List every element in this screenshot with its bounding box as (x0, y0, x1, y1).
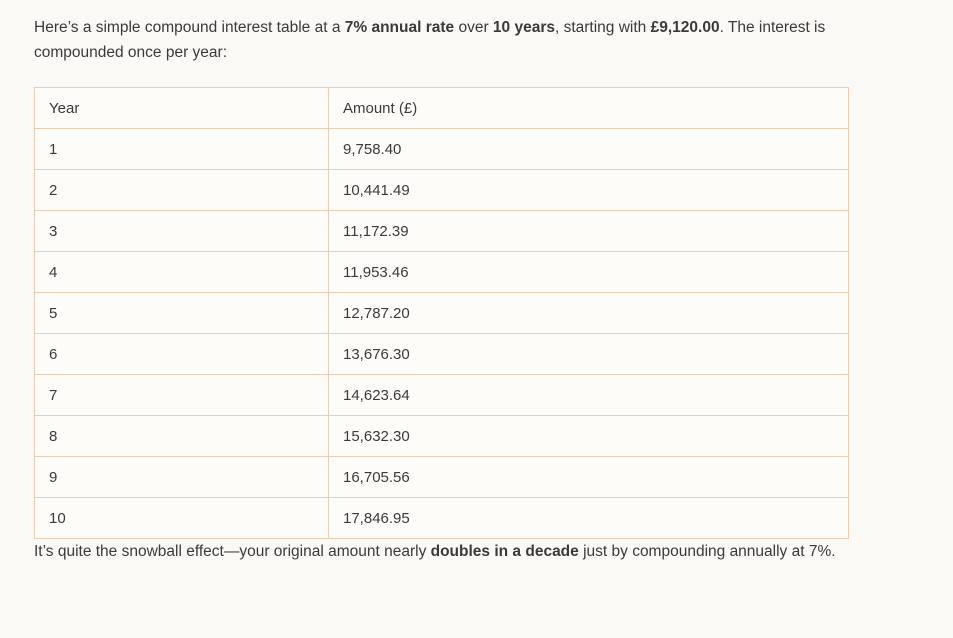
year-cell: 6 (34, 333, 329, 375)
intro-bold-rate: 7% annual rate (344, 19, 455, 36)
amount-cell: 17,846.95 (328, 497, 849, 539)
table-row: 1 9,758.40 (34, 128, 849, 170)
intro-text: over (454, 19, 493, 36)
year-cell: 7 (34, 374, 329, 416)
amount-cell: 11,172.39 (328, 210, 849, 252)
intro-text: Here’s a simple compound interest table … (34, 19, 345, 36)
amount-cell: 16,705.56 (328, 456, 849, 498)
table-row: 7 14,623.64 (34, 374, 849, 416)
amount-cell: 10,441.49 (328, 169, 849, 211)
compound-interest-table: Year Amount (£) 1 9,758.40 2 10,441.49 3… (34, 87, 849, 539)
year-cell: 2 (34, 169, 329, 211)
table-row: 3 11,172.39 (34, 210, 849, 252)
amount-cell: 13,676.30 (328, 333, 849, 375)
intro-paragraph: Here’s a simple compound interest table … (34, 15, 854, 65)
year-cell: 5 (34, 292, 329, 334)
amount-cell: 15,632.30 (328, 415, 849, 457)
year-cell: 10 (34, 497, 329, 539)
intro-text: , starting with (554, 19, 651, 36)
intro-bold-amount: £9,120.00 (650, 19, 720, 36)
outro-text: just by compounding annually at 7%. (578, 543, 836, 560)
table-row: 9 16,705.56 (34, 456, 849, 498)
table-header-amount: Amount (£) (328, 87, 849, 129)
outro-bold-doubles: doubles in a decade (430, 543, 579, 560)
outro-text: It’s quite the snowball effect—your orig… (34, 543, 431, 560)
table-row: 2 10,441.49 (34, 169, 849, 211)
amount-cell: 12,787.20 (328, 292, 849, 334)
year-cell: 3 (34, 210, 329, 252)
table-row: 4 11,953.46 (34, 251, 849, 293)
table-row: 5 12,787.20 (34, 292, 849, 334)
amount-cell: 11,953.46 (328, 251, 849, 293)
table-row: 6 13,676.30 (34, 333, 849, 375)
amount-cell: 9,758.40 (328, 128, 849, 170)
table-row: 8 15,632.30 (34, 415, 849, 457)
table-row: 10 17,846.95 (34, 497, 849, 539)
intro-text: . The interest is compounded once per ye… (34, 19, 826, 61)
outro-paragraph: It’s quite the snowball effect—your orig… (34, 539, 854, 564)
year-cell: 8 (34, 415, 329, 457)
year-cell: 9 (34, 456, 329, 498)
amount-cell: 14,623.64 (328, 374, 849, 416)
table-header-year: Year (34, 87, 329, 129)
table-header-row: Year Amount (£) (34, 87, 849, 129)
year-cell: 1 (34, 128, 329, 170)
intro-bold-years: 10 years (492, 19, 555, 36)
year-cell: 4 (34, 251, 329, 293)
